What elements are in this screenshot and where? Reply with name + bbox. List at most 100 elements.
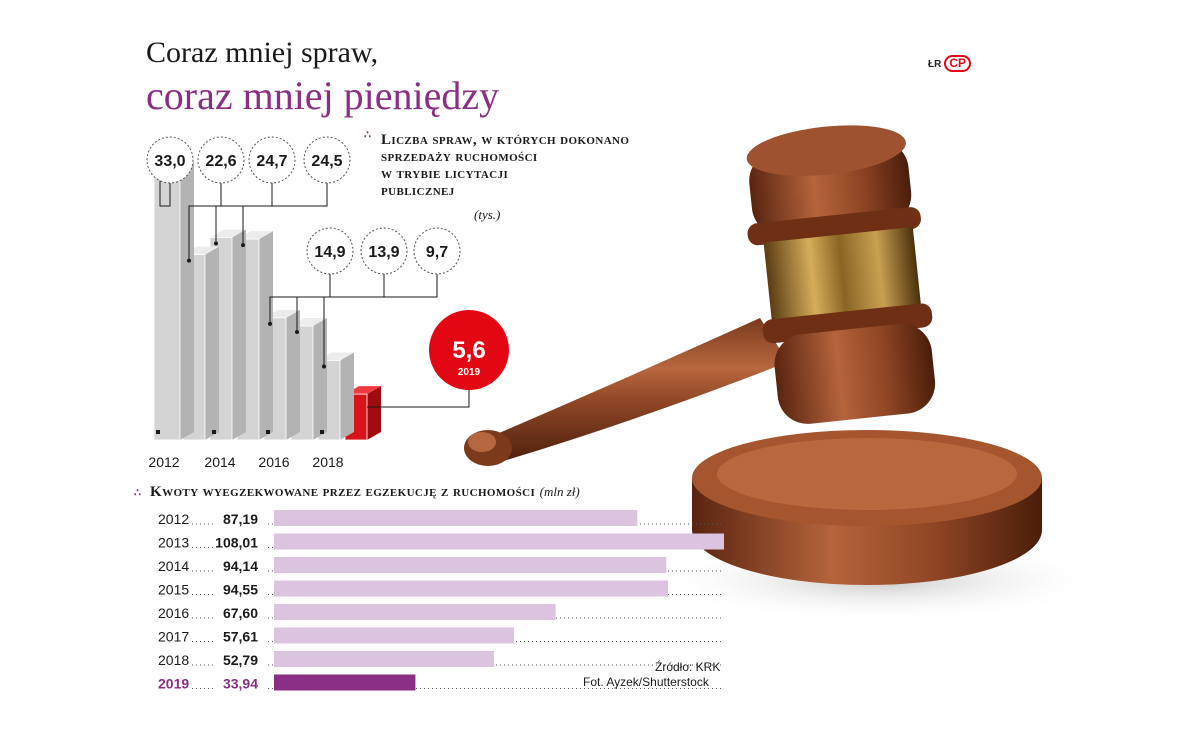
tick-label-2014: 2014 — [204, 454, 235, 470]
bar-2018 — [274, 651, 494, 667]
bar-side-2015 — [259, 231, 273, 440]
bar-side-2017 — [313, 318, 327, 440]
bottom-chart-title: Kwoty wyegzekwowane przez egzekucję z ru… — [150, 484, 536, 500]
year-label-2012: 2012 — [158, 511, 189, 527]
top-chart-title-line-3: w trybie licytacji — [381, 166, 509, 182]
row-2018: 2018 52,79 — [158, 651, 724, 668]
year-label-2019: 2019 — [158, 676, 189, 692]
leader-line-2019 — [367, 390, 470, 408]
value-bg-2018 — [216, 652, 268, 668]
leader-dot-2015 — [241, 243, 245, 248]
row-2016: 2016 67,60 — [158, 604, 724, 621]
row-2013: 2013 108,01 — [158, 533, 724, 551]
value-label-2013: 108,01 — [215, 535, 258, 551]
value-circle-2012 — [146, 136, 194, 184]
year-label-2013: 2013 — [158, 535, 189, 551]
leader-line-2012 — [159, 175, 171, 207]
leader-dot-2016 — [268, 321, 272, 326]
title-line-2: coraz mniej pieniędzy — [146, 73, 500, 118]
row-2014: 2014 94,14 — [158, 557, 724, 574]
bar-2014 — [274, 557, 667, 573]
bar-2013 — [274, 533, 724, 550]
value-label-2016: 67,60 — [223, 605, 258, 621]
value-bg-2014 — [216, 558, 268, 574]
year-label-2018: 2018 — [158, 652, 189, 668]
value-label-2014: 24,7 — [256, 153, 287, 170]
top-chart-title: Liczba spraw, w których dokonano sprzeda… — [381, 132, 629, 200]
value-label-2019: 33,94 — [223, 676, 258, 692]
leader-line-2013 — [188, 183, 222, 261]
value-label-2015: 24,5 — [311, 153, 342, 170]
value-label-2015: 94,55 — [223, 582, 258, 598]
value-label-2019: 5,6 — [452, 337, 485, 364]
bar-top-2014 — [210, 229, 246, 238]
value-label-2017: 13,9 — [368, 244, 399, 261]
top-chart-unit: (tys.) — [474, 207, 501, 222]
tick-mark-2018 — [320, 430, 324, 434]
leader-dot-2018 — [322, 364, 326, 369]
value-circle-2016 — [306, 227, 354, 275]
value-circle-2013 — [197, 136, 245, 184]
value-circle-2015 — [303, 136, 351, 184]
section-marker-1: ∴ — [364, 129, 371, 141]
top-chart-title-line-1: Liczba spraw, w których dokonano — [381, 132, 630, 148]
value-circle-2014 — [248, 136, 296, 184]
logo-cp-mark: CP — [944, 55, 972, 72]
value-label-2017: 57,61 — [223, 629, 258, 645]
tick-label-2016: 2016 — [258, 454, 289, 470]
bar-side-2012 — [180, 161, 194, 440]
tick-mark-2014 — [212, 430, 216, 434]
year-label-2016: 2016 — [158, 605, 189, 621]
bar-side-2016 — [286, 309, 300, 440]
bar-front-2012 — [153, 168, 181, 441]
value-bg-2015 — [216, 581, 268, 598]
top-chart-title-line-4: publicznej — [381, 183, 455, 199]
publisher-logo: ŁR CP — [928, 55, 972, 72]
bar-side-2014 — [232, 229, 246, 440]
value-bg-2016 — [216, 605, 268, 621]
bottom-chart-unit: (mln zł) — [539, 484, 580, 499]
bar-2019 — [274, 674, 416, 691]
bar-side-2019 — [367, 386, 381, 440]
logo-prefix: ŁR — [928, 59, 942, 70]
year-label-2014: 2014 — [158, 558, 189, 574]
bar-side-2013 — [205, 246, 219, 440]
bar-2017 — [274, 627, 515, 644]
cases-bar-chart: 33,0 22,6 24,7 24,5 14,9 13,9 9,7 5,6 2019 2012 20… — [146, 136, 509, 470]
row-2015: 2015 94,55 — [158, 580, 724, 598]
value-bg-2019 — [216, 675, 268, 692]
value-circle-2019 — [429, 310, 509, 390]
year-label-2015: 2015 — [158, 582, 189, 598]
bottom-chart-title-row: Kwoty wyegzekwowane przez egzekucję z ru… — [150, 483, 580, 501]
leader-dot-2017 — [295, 330, 299, 335]
bar-2015 — [274, 580, 668, 597]
value-label-2018: 9,7 — [426, 244, 448, 261]
title-line-1: Coraz mniej spraw, — [146, 36, 379, 69]
row-2019: 2019 33,94 — [158, 674, 724, 692]
row-2017: 2017 57,61 — [158, 627, 724, 645]
leader-dot-2014 — [214, 241, 218, 246]
value-bg-2012 — [216, 511, 268, 527]
section-marker-2: ∴ — [134, 487, 141, 499]
highlight-year-label: 2019 — [458, 367, 481, 378]
value-label-2012: 33,0 — [154, 153, 185, 170]
tick-label-2018: 2018 — [312, 454, 343, 470]
value-circle-2018 — [413, 227, 461, 275]
value-label-2012: 87,19 — [223, 511, 258, 527]
leader-dot-2013 — [187, 258, 191, 263]
tick-mark-2012 — [156, 430, 160, 434]
source-note: Źródło: KRK — [655, 660, 721, 674]
bar-2012 — [274, 510, 638, 526]
row-2012: 2012 87,19 — [158, 510, 724, 527]
value-label-2013: 22,6 — [205, 153, 236, 170]
top-chart-title-line-2: sprzedaży ruchomości — [381, 149, 538, 165]
value-bg-2017 — [216, 628, 268, 645]
photo-credit: Fot. Ayzek/Shutterstock — [583, 675, 709, 689]
value-label-2016: 14,9 — [314, 244, 345, 261]
bar-side-2018 — [340, 352, 354, 440]
leader-line-2018 — [323, 274, 438, 367]
tick-mark-2016 — [266, 430, 270, 434]
bar-2016 — [274, 604, 556, 620]
